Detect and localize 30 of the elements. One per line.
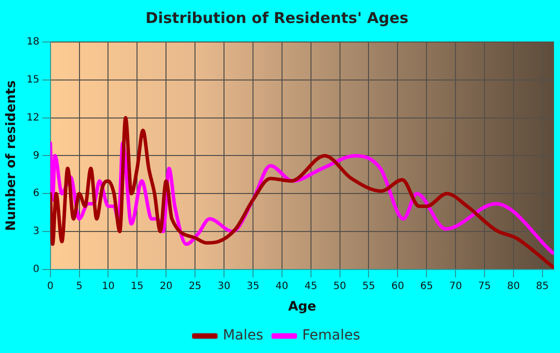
x-tick-label: 55 <box>362 280 376 292</box>
x-tick-label: 0 <box>47 280 54 292</box>
x-tick-label: 25 <box>188 280 202 292</box>
x-tick-label: 45 <box>304 280 318 292</box>
legend-label: Females <box>302 328 360 344</box>
x-axis-title: Age <box>288 300 316 315</box>
y-tick-label: 18 <box>26 36 40 48</box>
y-tick-label: 9 <box>32 150 40 162</box>
x-tick-label: 60 <box>391 280 404 292</box>
legend-label: Males <box>222 328 264 344</box>
x-tick-label: 20 <box>160 280 172 292</box>
x-tick-label: 40 <box>276 280 288 292</box>
y-tick-label: 3 <box>32 226 40 238</box>
x-tick-label: 85 <box>536 280 549 292</box>
y-tick-label: 6 <box>32 188 40 200</box>
chart-title: Distribution of Residents' Ages <box>146 8 409 27</box>
x-tick-label: 65 <box>420 280 433 292</box>
y-tick-label: 0 <box>32 264 40 275</box>
x-tick-label: 70 <box>449 280 462 292</box>
x-tick-label: 50 <box>333 280 346 292</box>
x-tick-label: 35 <box>246 280 260 292</box>
y-tick-label: 12 <box>26 112 40 124</box>
x-tick-label: 80 <box>507 280 520 292</box>
x-tick-label: 15 <box>130 280 144 292</box>
x-tick-label: 30 <box>218 280 230 292</box>
x-tick-label: 5 <box>76 280 82 292</box>
y-axis-title: Number of residents <box>4 80 20 232</box>
x-tick-label: 75 <box>478 280 491 292</box>
x-tick-label: 10 <box>102 280 115 292</box>
y-tick-label: 15 <box>26 74 40 86</box>
